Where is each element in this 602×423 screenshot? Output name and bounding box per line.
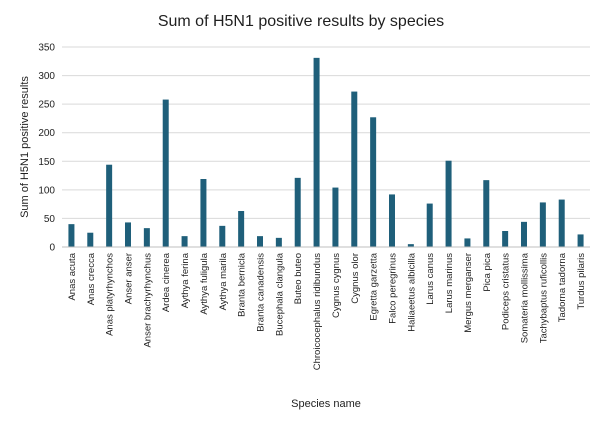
x-category-label: Egretta garzetta [369,252,380,320]
x-category-label: Larus canus [425,253,436,305]
bar [106,164,113,247]
bar [558,199,565,247]
x-category-label: Anas acuta [67,252,78,300]
bar [238,211,245,247]
bars [68,57,584,248]
x-category-label: Haliaeetus albicilla [406,252,417,331]
bar [257,236,263,247]
x-category-label: Bucephala clangula [274,252,285,336]
bar [219,225,226,247]
bar [426,203,433,247]
bar [389,194,395,247]
y-tick-label: 350 [38,43,55,54]
x-category-label: Larus marinus [444,253,455,313]
y-tick-label: 100 [38,185,55,196]
x-category-label: Tachybaptus ruficollis [538,253,549,344]
bar [294,177,301,247]
x-category-label: Aythya ferina [180,252,191,308]
x-category-label: Buteo buteo [293,253,304,304]
x-axis-label: Species name [291,398,361,410]
x-category-label: Mergus merganser [463,253,474,333]
x-category-label: Anas crecca [86,252,97,305]
bar [143,228,150,247]
x-category-label: Anser brachyrhynchus [142,253,153,348]
y-tick-label: 0 [49,243,55,254]
bar [332,187,339,247]
x-category-label: Anser anser [124,253,135,304]
bar [521,221,527,247]
x-category-label: Branta canadensis [256,253,267,332]
bar [464,238,471,247]
y-axis-label: Sum of H5N1 positive results [19,76,31,218]
bar [313,57,320,247]
bar [68,224,75,247]
bar [275,237,282,247]
x-category-label: Aythya marila [218,252,229,310]
bar [502,231,509,247]
bar [351,91,358,247]
y-tick-label: 200 [38,128,55,139]
x-category-label: Chroicocephalus ridibundus [312,253,323,370]
y-tick-label: 150 [38,157,55,168]
chart-title: Sum of H5N1 positive results by species [158,13,444,30]
bar [370,117,377,248]
x-category-label: Cygnus cygnus [331,253,342,318]
y-axis-ticks: 0 50 100 150 200 250 300 350 [38,43,55,254]
x-category-label: Tadorna tadorna [557,252,568,322]
bar [483,180,490,247]
x-category-label: Anas platyrhynchos [105,253,116,336]
x-category-label: Ardea cinerea [161,252,172,312]
x-category-label: Pica pica [482,252,493,291]
x-category-label: Aythya fuligula [199,252,210,314]
x-category-label: Somateria mollissima [520,252,531,343]
bar [87,232,94,247]
y-tick-label: 300 [38,71,55,82]
bar [181,236,188,247]
gridlines [62,46,590,219]
x-axis-category-labels: Anas acuta Anas crecca Anas platyrhynchos A… [67,252,587,370]
x-category-label: Falco peregrinus [388,253,399,324]
x-category-label: Podiceps cristatus [501,253,512,330]
bar [445,160,452,247]
bar [407,244,414,247]
y-tick-label: 250 [38,100,55,111]
x-category-label: Turdus pilaris [576,253,587,310]
y-tick-label: 50 [44,214,56,225]
bar [539,202,546,247]
x-category-label: Branta bernicla [237,252,248,317]
bar [577,234,584,247]
bar [200,179,207,247]
bar [162,99,169,247]
x-category-label: Cygnus olor [350,253,361,304]
bar [125,222,131,247]
